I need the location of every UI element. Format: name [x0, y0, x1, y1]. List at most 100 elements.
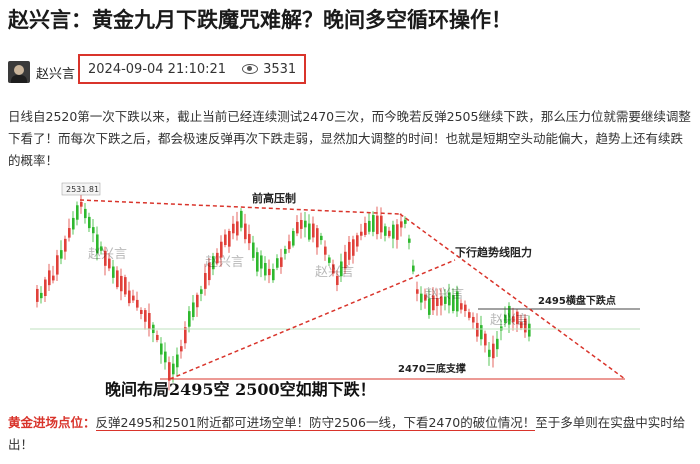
- candle-body: [76, 205, 79, 220]
- candle-body: [332, 264, 335, 274]
- publish-date: 2024-09-04 21:10:21: [88, 61, 227, 77]
- candle-body: [388, 230, 391, 237]
- candle-body: [492, 343, 495, 359]
- candle-body: [140, 309, 143, 314]
- watermark: 赵兴言: [88, 247, 127, 262]
- candle-body: [288, 241, 291, 250]
- candle-body: [256, 252, 259, 272]
- watermark: 赵兴言: [425, 287, 464, 302]
- candle-body: [200, 289, 203, 294]
- resistance-trendline: [79, 199, 401, 215]
- candle-body: [108, 258, 111, 269]
- candle-body: [300, 220, 303, 229]
- peak-label: 2531.81: [66, 185, 99, 194]
- candle-body: [348, 241, 351, 260]
- candle-body: [48, 270, 51, 286]
- candle-body: [196, 294, 199, 308]
- candle-body: [72, 217, 75, 230]
- candle-body: [224, 234, 227, 246]
- candle-body: [212, 256, 215, 270]
- entry-highlight: 反弹2495和2501附近都可进场空单！防守2506一线，下看2470的破位情况…: [95, 415, 536, 431]
- candle-body: [436, 297, 439, 306]
- candle-body: [180, 346, 183, 352]
- candle-body: [424, 294, 427, 301]
- candle-body: [440, 296, 443, 306]
- candle-body: [68, 228, 71, 238]
- candle-body: [208, 262, 211, 281]
- candle-body: [84, 208, 87, 219]
- candle-body: [432, 295, 435, 311]
- article-paragraph: 日线自2520第一次下跌以来，截止当前已经连续测试2470三次，而今晚若反弹25…: [8, 109, 691, 168]
- candle-body: [268, 268, 271, 276]
- ascending-trendline: [169, 259, 456, 380]
- candle-body: [508, 305, 511, 325]
- watermark: 赵兴言: [315, 265, 354, 280]
- candle-body: [372, 215, 375, 232]
- candle-body: [428, 298, 431, 315]
- candle-body: [240, 210, 243, 228]
- candle-body: [512, 316, 515, 323]
- article-title: 赵兴言：黄金九月下跌魔咒难解？晚间多空循环操作！: [8, 8, 512, 32]
- candle-body: [220, 241, 223, 258]
- watermark: 赵兴言: [205, 255, 244, 270]
- candle-body: [404, 219, 407, 224]
- candle-body: [236, 221, 239, 236]
- meta-info: 2024-09-04 21:10:21 3531: [78, 54, 306, 84]
- avatar[interactable]: [8, 61, 30, 83]
- candlestick-group: [36, 194, 531, 391]
- watermark: 赵兴言: [490, 313, 529, 328]
- annotation-resistance: 前高压制: [252, 191, 296, 205]
- author-row: 赵兴言: [8, 60, 75, 84]
- candle-body: [312, 223, 315, 238]
- candle-body: [116, 270, 119, 288]
- annotation-support: 2470三底支撑: [398, 362, 466, 375]
- candle-body: [336, 276, 339, 286]
- candle-body: [60, 250, 63, 259]
- candle-body: [132, 295, 135, 301]
- candle-body: [316, 228, 319, 248]
- candle-body: [252, 242, 255, 258]
- candle-body: [328, 257, 331, 263]
- candle-body: [500, 326, 503, 331]
- peak-label-box: [61, 182, 101, 196]
- candle-body: [464, 304, 467, 312]
- candle-body: [248, 234, 251, 244]
- candle-body: [144, 310, 147, 322]
- view-count: 3531: [263, 61, 297, 77]
- candle-body: [496, 338, 499, 350]
- candle-body: [56, 255, 59, 275]
- candle-body: [408, 238, 411, 243]
- candle-body: [460, 303, 463, 310]
- candle-body: [168, 362, 171, 381]
- candle-body: [472, 316, 475, 323]
- entry-paragraph: 黄金进场点位：反弹2495和2501附近都可进场空单！防守2506一线，下看24…: [8, 412, 692, 456]
- candle-body: [484, 333, 487, 346]
- candle-body: [136, 299, 139, 308]
- candle-body: [112, 266, 115, 278]
- candle-body: [444, 296, 447, 304]
- candle-body: [360, 231, 363, 236]
- candle-body: [456, 291, 459, 312]
- candle-body: [356, 235, 359, 247]
- candle-body: [344, 251, 347, 269]
- candle-body: [292, 230, 295, 246]
- candle-body: [524, 318, 527, 333]
- annotation-breakdown: 2495横盘下跌点: [538, 294, 616, 307]
- author-name[interactable]: 赵兴言: [36, 66, 76, 82]
- eye-icon: [242, 64, 259, 74]
- candle-body: [504, 314, 507, 323]
- candle-body: [304, 220, 307, 228]
- candle-body: [380, 215, 383, 233]
- candle-body: [52, 275, 55, 281]
- candle-body: [156, 334, 159, 341]
- candle-body: [172, 363, 175, 375]
- candle-body: [232, 223, 235, 234]
- candle-body: [244, 223, 247, 240]
- candle-body: [264, 262, 267, 276]
- candle-body: [480, 325, 483, 340]
- candle-body: [520, 321, 523, 329]
- candle-body: [92, 227, 95, 234]
- candle-body: [104, 250, 107, 266]
- annotation-trendline: 下行趋势线阻力: [455, 245, 532, 259]
- candle-body: [276, 258, 279, 268]
